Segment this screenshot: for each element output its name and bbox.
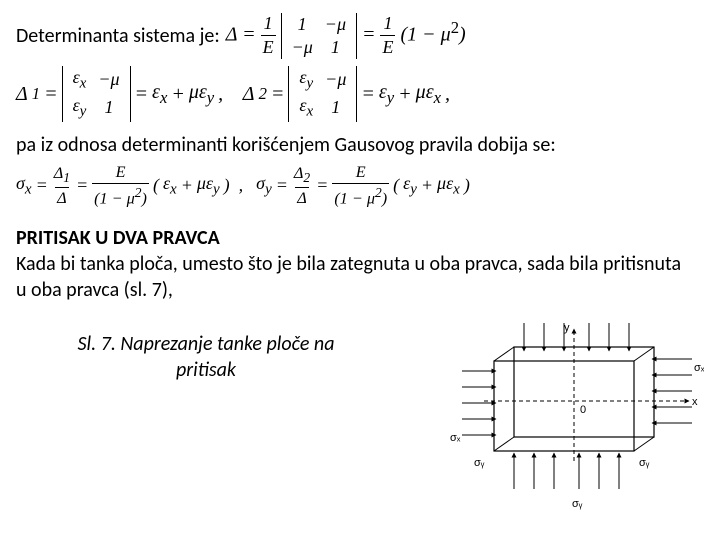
svg-text:x: x [692,396,698,408]
label-sigma-x-l: σₓ [450,432,461,444]
figure-plate: x y 0 [444,311,704,511]
para-ploca: Kada bi tanka ploča, umesto što je bila … [16,251,704,303]
label-sigma-y-b: σᵧ [572,498,583,510]
caption-line2: pritisak [16,357,396,383]
label-det-sistema: Determinanta sistema je: [16,23,220,49]
label-sigma-y-br: σᵧ [639,457,650,469]
caption-line1: Sl. 7. Naprezanje tanke ploče na [16,331,396,357]
eq-delta12: Δ1 = εx−μ εy1 = εx + μεy , Δ2 = εy−μ εx1… [16,66,704,122]
label-sigma-y-bl: σᵧ [474,457,485,469]
label-sigma-x-r: σₓ [694,362,704,374]
heading-pritisak: PRITISAK U DVA PRAVCA [16,225,704,251]
eq-sigma: σx = Δ1Δ = E(1 − μ2) (εx + μεy) , σy = Δ… [16,162,704,210]
svg-text:y: y [564,322,570,334]
svg-text:0: 0 [580,404,586,416]
label-gausov: pa iz odnosa determinanti korišćenjem Ga… [16,132,704,158]
eq-delta: Δ = 1E 1−μ−μ1 = 1E (1 − μ2) [226,12,466,60]
